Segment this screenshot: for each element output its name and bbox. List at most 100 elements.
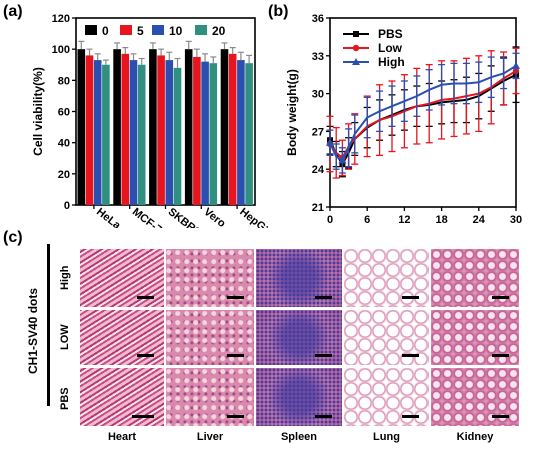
panel-label-a: (a): [3, 3, 23, 20]
bar: [201, 61, 209, 206]
data-point: [338, 156, 347, 164]
legend-swatch: [152, 25, 164, 35]
legend-label: 20: [212, 24, 226, 38]
micrograph-lung: [344, 310, 429, 365]
legend-label: 5: [137, 24, 144, 38]
y-tick-label: 33: [312, 51, 324, 63]
bar: [209, 63, 218, 205]
scale-bar: [402, 296, 419, 299]
legend-swatch: [195, 25, 207, 35]
scale-bar: [227, 296, 244, 299]
bar: [245, 63, 253, 205]
data-point: [326, 138, 334, 146]
bar: [149, 49, 157, 205]
bar: [173, 67, 182, 205]
micrograph-liver: [166, 249, 254, 307]
y-tick-label: 20: [58, 169, 70, 181]
legend-marker: [352, 58, 360, 65]
column-label: Kidney: [456, 431, 494, 443]
y-tick-label: 120: [52, 13, 70, 25]
bar: [220, 49, 229, 205]
micrograph-liver: [166, 310, 254, 365]
y-tick-label: 27: [312, 126, 324, 138]
legend-label: 0: [102, 24, 109, 38]
bar: [113, 49, 121, 205]
micrograph-kidney: [431, 310, 519, 365]
scale-bar: [315, 354, 332, 357]
micrograph-kidney: [431, 368, 519, 426]
row-label: LOW: [59, 324, 71, 350]
column-label: Heart: [107, 431, 137, 443]
x-tick-label: HeLa: [94, 206, 123, 228]
scale-bar: [492, 354, 509, 357]
column-label: Liver: [196, 431, 224, 443]
x-tick-label: HepG2: [237, 206, 268, 228]
panel-label-c: (c): [3, 229, 23, 246]
x-tick-label: 24: [473, 214, 486, 226]
x-tick-label: 30: [510, 214, 522, 226]
bar: [137, 64, 146, 205]
scale-bar: [402, 354, 419, 357]
x-tick-label: 6: [364, 214, 370, 226]
y-tick-label: 21: [312, 202, 324, 214]
micrograph-spleen: [256, 368, 342, 426]
bar: [129, 60, 138, 206]
column-label: Spleen: [280, 431, 318, 443]
y-tick-label: 30: [312, 89, 324, 101]
micrograph-heart: [80, 368, 164, 426]
scale-bar: [402, 415, 419, 418]
x-tick-label: Vero: [201, 206, 227, 228]
bar: [228, 53, 237, 205]
group-label: CH1-SV40 dots: [26, 287, 40, 374]
scale-bar: [492, 415, 509, 418]
column-label: Lung: [373, 431, 400, 443]
bar: [121, 53, 130, 205]
histology-panel: CH1-SV40 dots High LOW PBS Heart Liver Splee…: [0, 244, 534, 449]
y-tick-label: 60: [58, 107, 70, 119]
row-label: PBS: [59, 387, 71, 410]
y-axis-label: Body weight(g): [285, 69, 299, 156]
x-tick-label: 0: [327, 214, 333, 226]
x-tick-label: 18: [435, 214, 447, 226]
micrograph-liver: [166, 368, 254, 426]
micrograph-heart: [80, 310, 164, 365]
y-tick-label: 80: [58, 75, 70, 87]
micrograph-lung: [344, 368, 429, 426]
legend-label: PBS: [378, 27, 403, 41]
panel-label-b: (b): [268, 3, 289, 20]
scale-bar: [492, 296, 509, 299]
micrograph-spleen: [256, 249, 342, 307]
bar: [93, 60, 102, 206]
y-axis-label: Cell viability(%): [31, 67, 45, 156]
scale-bar: [227, 415, 244, 418]
micrograph-kidney: [431, 249, 519, 307]
y-tick-label: 24: [312, 164, 325, 176]
plot-frame: [329, 17, 517, 208]
scale-bar: [132, 415, 154, 418]
bar: [237, 60, 245, 206]
y-tick-label: 40: [58, 138, 70, 150]
bar: [77, 49, 86, 205]
bar: [85, 55, 94, 206]
bar: [193, 56, 201, 206]
legend-marker: [352, 44, 360, 52]
y-tick-label: 0: [64, 200, 70, 212]
scale-bar: [315, 415, 332, 418]
bar: [157, 55, 165, 206]
legend-label: High: [378, 55, 405, 69]
y-tick-label: 100: [52, 44, 70, 56]
micrograph-heart: [80, 249, 164, 307]
legend-marker: [353, 31, 359, 37]
series-line: [329, 65, 517, 162]
x-tick-label: 12: [398, 214, 410, 226]
scale-bar: [137, 296, 154, 299]
legend-label: 10: [169, 24, 183, 38]
legend-swatch: [85, 25, 97, 35]
bar: [165, 60, 174, 206]
legend-label: Low: [378, 41, 403, 55]
micrograph-spleen: [256, 310, 342, 365]
legend-swatch: [120, 25, 132, 35]
bar: [102, 64, 110, 205]
scale-bar: [315, 296, 332, 299]
